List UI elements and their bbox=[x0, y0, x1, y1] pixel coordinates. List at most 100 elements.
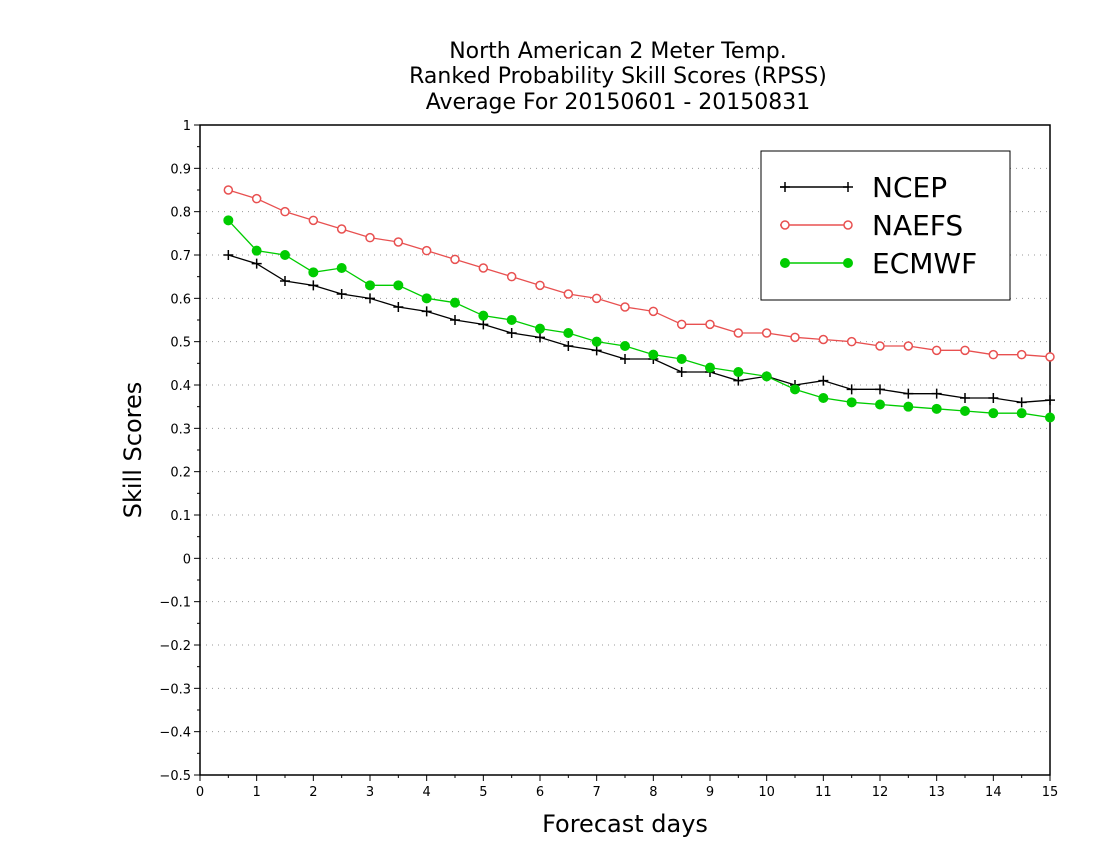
x-tick-label: 2 bbox=[309, 785, 317, 800]
data-point-ncep bbox=[223, 250, 234, 260]
x-tick-label: 15 bbox=[1042, 785, 1059, 800]
x-tick-label: 12 bbox=[872, 785, 889, 800]
x-tick-label: 3 bbox=[366, 785, 374, 800]
legend-marker-naefs bbox=[780, 220, 790, 230]
data-point-ncep bbox=[620, 354, 630, 364]
data-point-ecmwf bbox=[506, 315, 517, 325]
data-point-ecmwf bbox=[365, 280, 375, 291]
data-point-naefs bbox=[818, 334, 829, 345]
legend: NCEP NAEFS ECMWF bbox=[760, 150, 1011, 301]
data-point-ecmwf bbox=[903, 401, 914, 412]
x-tick-label: 1 bbox=[253, 785, 261, 800]
data-point-naefs bbox=[705, 319, 715, 330]
data-point-ncep bbox=[1016, 397, 1027, 408]
x-tick-label: 4 bbox=[423, 785, 431, 800]
x-tick-label: 11 bbox=[815, 785, 832, 800]
data-point-naefs bbox=[563, 289, 574, 299]
data-point-naefs bbox=[478, 263, 489, 273]
data-point-ecmwf bbox=[450, 297, 460, 308]
data-point-naefs bbox=[875, 341, 885, 351]
x-tick-label: 5 bbox=[479, 785, 487, 800]
data-point-ecmwf bbox=[960, 406, 970, 416]
data-point-naefs bbox=[648, 306, 659, 317]
data-point-ecmwf bbox=[1016, 408, 1027, 419]
data-point-ecmwf bbox=[676, 354, 687, 364]
data-point-ncep bbox=[450, 315, 460, 325]
data-point-ncep bbox=[988, 393, 999, 403]
data-point-ncep bbox=[875, 384, 885, 395]
data-point-naefs bbox=[280, 206, 290, 217]
data-point-naefs bbox=[450, 254, 460, 265]
data-point-naefs bbox=[506, 271, 517, 282]
data-point-naefs bbox=[761, 328, 772, 338]
data-point-ncep bbox=[1045, 395, 1055, 406]
data-point-naefs bbox=[790, 332, 800, 343]
data-point-ncep bbox=[308, 280, 319, 291]
y-tick-label: 0.8 bbox=[170, 206, 191, 221]
data-point-ncep bbox=[818, 375, 829, 386]
title-line-1: North American 2 Meter Temp. bbox=[449, 39, 787, 64]
legend-marker-naefs bbox=[843, 220, 853, 230]
legend-label-ecmwf: ECMWF bbox=[872, 247, 977, 280]
data-point-ecmwf bbox=[591, 336, 602, 347]
data-point-ncep bbox=[846, 384, 857, 395]
y-tick-label: −0.4 bbox=[159, 726, 191, 741]
y-tick-label: 0 bbox=[183, 552, 191, 567]
data-point-ecmwf bbox=[308, 267, 319, 278]
x-tick-label: 7 bbox=[593, 785, 601, 800]
data-point-ncep bbox=[478, 319, 489, 330]
data-point-ncep bbox=[733, 375, 744, 386]
x-tick-label: 14 bbox=[985, 785, 1002, 800]
data-point-ecmwf bbox=[393, 280, 404, 291]
data-point-ecmwf bbox=[478, 310, 489, 321]
y-tick-label: −0.5 bbox=[159, 769, 191, 784]
data-point-naefs bbox=[620, 302, 630, 312]
data-point-ncep bbox=[535, 332, 545, 343]
legend-label-naefs: NAEFS bbox=[872, 209, 963, 242]
y-tick-label: 0.7 bbox=[170, 249, 191, 264]
series-group bbox=[223, 185, 1055, 423]
data-point-ecmwf bbox=[421, 293, 432, 304]
x-tick-label: 8 bbox=[649, 785, 657, 800]
data-point-ncep bbox=[393, 302, 404, 312]
y-tick-label: 0.3 bbox=[170, 422, 191, 437]
y-tick-label: 0.4 bbox=[170, 379, 191, 394]
data-point-naefs bbox=[223, 185, 234, 195]
x-tick-label: 0 bbox=[196, 785, 204, 800]
data-point-naefs bbox=[931, 345, 942, 356]
data-point-naefs bbox=[251, 193, 262, 204]
x-tick-label: 13 bbox=[928, 785, 945, 800]
data-point-ncep bbox=[903, 388, 914, 399]
data-point-ecmwf bbox=[988, 408, 999, 419]
data-point-ecmwf bbox=[931, 403, 942, 414]
y-tick-label: 0.6 bbox=[170, 292, 191, 307]
data-point-ecmwf bbox=[761, 371, 772, 382]
data-point-ncep bbox=[365, 293, 375, 304]
data-point-naefs bbox=[393, 237, 404, 247]
data-point-ecmwf bbox=[280, 250, 290, 260]
data-point-naefs bbox=[733, 328, 744, 338]
legend-label-ncep: NCEP bbox=[872, 171, 947, 204]
data-point-naefs bbox=[365, 232, 375, 243]
data-point-ecmwf bbox=[336, 263, 347, 273]
y-tick-label: −0.3 bbox=[159, 682, 191, 697]
y-tick-label: 0.9 bbox=[170, 162, 191, 177]
data-point-naefs bbox=[336, 224, 347, 234]
x-axis-label: Forecast days bbox=[542, 810, 708, 838]
data-point-ncep bbox=[421, 306, 432, 317]
y-tick-label: 0.2 bbox=[170, 466, 191, 481]
data-point-naefs bbox=[960, 345, 970, 356]
data-point-ecmwf bbox=[733, 367, 744, 377]
data-point-ecmwf bbox=[705, 362, 715, 373]
x-tick-label: 9 bbox=[706, 785, 714, 800]
x-tick-label: 10 bbox=[758, 785, 775, 800]
data-point-naefs bbox=[421, 245, 432, 256]
legend-marker-ecmwf bbox=[843, 258, 853, 268]
axes: −0.5 −0.4 −0.3 −0.2 −0.1 0 0.1 0.2 0.3 0.4 0.5 0.6 0… bbox=[159, 119, 1058, 800]
legend-marker-ncep bbox=[780, 182, 790, 192]
series-naefs bbox=[223, 185, 1055, 362]
data-point-ecmwf bbox=[563, 328, 574, 338]
data-point-ecmwf bbox=[875, 399, 885, 410]
data-point-naefs bbox=[1016, 349, 1027, 360]
data-point-ecmwf bbox=[818, 393, 829, 403]
